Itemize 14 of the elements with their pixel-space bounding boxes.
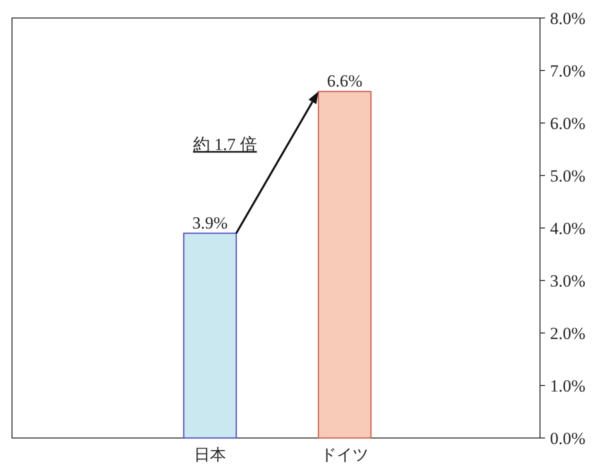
x-tick-label: 日本 <box>194 446 226 464</box>
y-tick-label: 8.0% <box>550 9 586 28</box>
data-label: 3.9% <box>192 213 228 232</box>
x-tick-label: ドイツ <box>320 447 369 464</box>
y-tick-label: 7.0% <box>550 62 586 80</box>
y-tick-label: 3.0% <box>550 272 586 290</box>
y-tick-label: 6.0% <box>550 114 586 133</box>
y-tick-label: 5.0% <box>550 166 586 186</box>
y-tick-label: 2.0% <box>550 324 586 343</box>
data-label: 6.6% <box>326 72 362 90</box>
y-tick-label: 0.0% <box>550 429 586 448</box>
y-tick-label: 1.0% <box>550 376 586 396</box>
y-tick-label: 4.0% <box>550 219 586 238</box>
annotation: 約 1.7 倍 <box>193 135 257 154</box>
